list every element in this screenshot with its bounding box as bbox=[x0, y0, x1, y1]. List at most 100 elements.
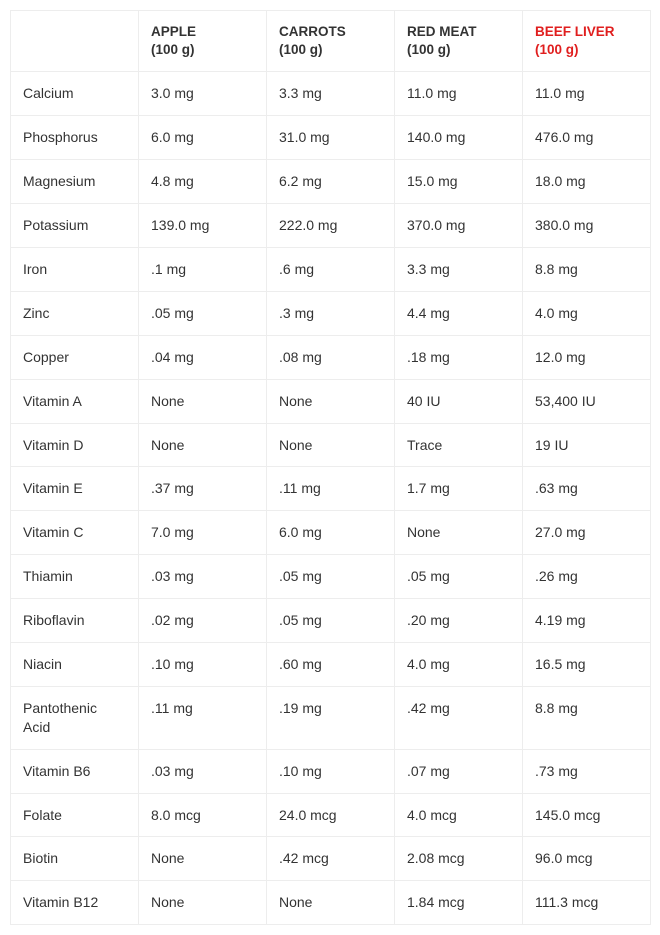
table-row: Vitamin ANoneNone40 IU53,400 IU bbox=[11, 379, 651, 423]
table-row: Phosphorus6.0 mg31.0 mg140.0 mg476.0 mg bbox=[11, 116, 651, 160]
nutrient-value: 15.0 mg bbox=[395, 160, 523, 204]
nutrient-value: 31.0 mg bbox=[267, 116, 395, 160]
nutrient-value: None bbox=[267, 423, 395, 467]
nutrient-value: .11 mg bbox=[139, 686, 267, 749]
nutrient-value: 1.84 mcg bbox=[395, 881, 523, 925]
table-head: APPLE (100 g) CARROTS (100 g) RED MEAT (… bbox=[11, 11, 651, 72]
nutrient-value: 96.0 mcg bbox=[523, 837, 651, 881]
nutrient-value: 6.0 mg bbox=[139, 116, 267, 160]
nutrient-value: .19 mg bbox=[267, 686, 395, 749]
nutrient-value: 4.0 mg bbox=[395, 643, 523, 687]
nutrient-value: Trace bbox=[395, 423, 523, 467]
nutrient-value: .03 mg bbox=[139, 555, 267, 599]
nutrient-value: None bbox=[139, 837, 267, 881]
nutrient-value: 370.0 mg bbox=[395, 204, 523, 248]
header-beef-liver: BEEF LIVER (100 g) bbox=[523, 11, 651, 72]
nutrient-value: 145.0 mcg bbox=[523, 793, 651, 837]
nutrient-value: .6 mg bbox=[267, 248, 395, 292]
nutrient-name: Pantothenic Acid bbox=[11, 686, 139, 749]
nutrient-value: .20 mg bbox=[395, 599, 523, 643]
nutrient-value: 16.5 mg bbox=[523, 643, 651, 687]
nutrient-value: 380.0 mg bbox=[523, 204, 651, 248]
header-sublabel: (100 g) bbox=[279, 42, 323, 57]
table-row: Pantothenic Acid.11 mg.19 mg.42 mg8.8 mg bbox=[11, 686, 651, 749]
nutrient-value: None bbox=[139, 379, 267, 423]
table-row: Vitamin B6.03 mg.10 mg.07 mg.73 mg bbox=[11, 749, 651, 793]
nutrient-value: .07 mg bbox=[395, 749, 523, 793]
nutrient-name: Niacin bbox=[11, 643, 139, 687]
nutrient-value: 6.0 mg bbox=[267, 511, 395, 555]
header-carrots: CARROTS (100 g) bbox=[267, 11, 395, 72]
nutrient-name: Folate bbox=[11, 793, 139, 837]
table-row: Potassium139.0 mg222.0 mg370.0 mg380.0 m… bbox=[11, 204, 651, 248]
nutrient-value: 6.2 mg bbox=[267, 160, 395, 204]
nutrient-value: 40 IU bbox=[395, 379, 523, 423]
table-row: Iron.1 mg.6 mg3.3 mg8.8 mg bbox=[11, 248, 651, 292]
nutrient-value: .10 mg bbox=[139, 643, 267, 687]
nutrient-name: Vitamin C bbox=[11, 511, 139, 555]
header-label: RED MEAT bbox=[407, 24, 477, 39]
nutrient-value: .10 mg bbox=[267, 749, 395, 793]
header-sublabel: (100 g) bbox=[407, 42, 451, 57]
nutrient-value: .05 mg bbox=[267, 599, 395, 643]
nutrient-value: .05 mg bbox=[139, 291, 267, 335]
table-row: Thiamin.03 mg.05 mg.05 mg.26 mg bbox=[11, 555, 651, 599]
nutrient-value: .11 mg bbox=[267, 467, 395, 511]
nutrient-value: 140.0 mg bbox=[395, 116, 523, 160]
nutrient-value: 11.0 mg bbox=[523, 72, 651, 116]
nutrient-value: 3.3 mg bbox=[267, 72, 395, 116]
header-sublabel: (100 g) bbox=[535, 42, 579, 57]
header-red-meat: RED MEAT (100 g) bbox=[395, 11, 523, 72]
nutrient-value: .03 mg bbox=[139, 749, 267, 793]
nutrient-name: Biotin bbox=[11, 837, 139, 881]
nutrient-value: .02 mg bbox=[139, 599, 267, 643]
nutrient-value: 12.0 mg bbox=[523, 335, 651, 379]
header-label: APPLE bbox=[151, 24, 196, 39]
nutrient-value: 19 IU bbox=[523, 423, 651, 467]
nutrient-value: 7.0 mg bbox=[139, 511, 267, 555]
nutrient-value: 24.0 mcg bbox=[267, 793, 395, 837]
nutrient-value: 2.08 mcg bbox=[395, 837, 523, 881]
nutrient-name: Iron bbox=[11, 248, 139, 292]
nutrient-value: 3.3 mg bbox=[395, 248, 523, 292]
nutrient-value: .42 mg bbox=[395, 686, 523, 749]
nutrient-value: 8.8 mg bbox=[523, 686, 651, 749]
nutrient-value: 3.0 mg bbox=[139, 72, 267, 116]
header-label: CARROTS bbox=[279, 24, 346, 39]
nutrient-value: 4.19 mg bbox=[523, 599, 651, 643]
table-row: Niacin.10 mg.60 mg4.0 mg16.5 mg bbox=[11, 643, 651, 687]
table-row: Vitamin DNoneNoneTrace19 IU bbox=[11, 423, 651, 467]
nutrient-value: 4.0 mg bbox=[523, 291, 651, 335]
nutrient-value: 476.0 mg bbox=[523, 116, 651, 160]
nutrient-name: Copper bbox=[11, 335, 139, 379]
nutrient-value: .26 mg bbox=[523, 555, 651, 599]
nutrient-value: 139.0 mg bbox=[139, 204, 267, 248]
nutrient-value: 4.8 mg bbox=[139, 160, 267, 204]
nutrient-value: .63 mg bbox=[523, 467, 651, 511]
nutrient-name: Vitamin B12 bbox=[11, 881, 139, 925]
table-row: Calcium3.0 mg3.3 mg11.0 mg11.0 mg bbox=[11, 72, 651, 116]
nutrient-name: Potassium bbox=[11, 204, 139, 248]
table-row: BiotinNone.42 mcg2.08 mcg96.0 mcg bbox=[11, 837, 651, 881]
header-label: BEEF LIVER bbox=[535, 24, 615, 39]
header-row: APPLE (100 g) CARROTS (100 g) RED MEAT (… bbox=[11, 11, 651, 72]
nutrient-value: .1 mg bbox=[139, 248, 267, 292]
header-sublabel: (100 g) bbox=[151, 42, 195, 57]
nutrient-value: None bbox=[139, 423, 267, 467]
nutrient-value: 222.0 mg bbox=[267, 204, 395, 248]
nutrient-value: .37 mg bbox=[139, 467, 267, 511]
table-row: Vitamin C7.0 mg6.0 mgNone27.0 mg bbox=[11, 511, 651, 555]
nutrient-value: .04 mg bbox=[139, 335, 267, 379]
nutrient-value: .42 mcg bbox=[267, 837, 395, 881]
table-body: Calcium3.0 mg3.3 mg11.0 mg11.0 mgPhospho… bbox=[11, 72, 651, 925]
nutrient-value: 11.0 mg bbox=[395, 72, 523, 116]
table-row: Copper.04 mg.08 mg.18 mg12.0 mg bbox=[11, 335, 651, 379]
nutrient-value: 18.0 mg bbox=[523, 160, 651, 204]
nutrient-name: Phosphorus bbox=[11, 116, 139, 160]
table-row: Vitamin B12NoneNone1.84 mcg111.3 mcg bbox=[11, 881, 651, 925]
table-row: Vitamin E.37 mg.11 mg1.7 mg.63 mg bbox=[11, 467, 651, 511]
header-apple: APPLE (100 g) bbox=[139, 11, 267, 72]
nutrient-value: .60 mg bbox=[267, 643, 395, 687]
nutrient-value: .18 mg bbox=[395, 335, 523, 379]
nutrient-value: 27.0 mg bbox=[523, 511, 651, 555]
